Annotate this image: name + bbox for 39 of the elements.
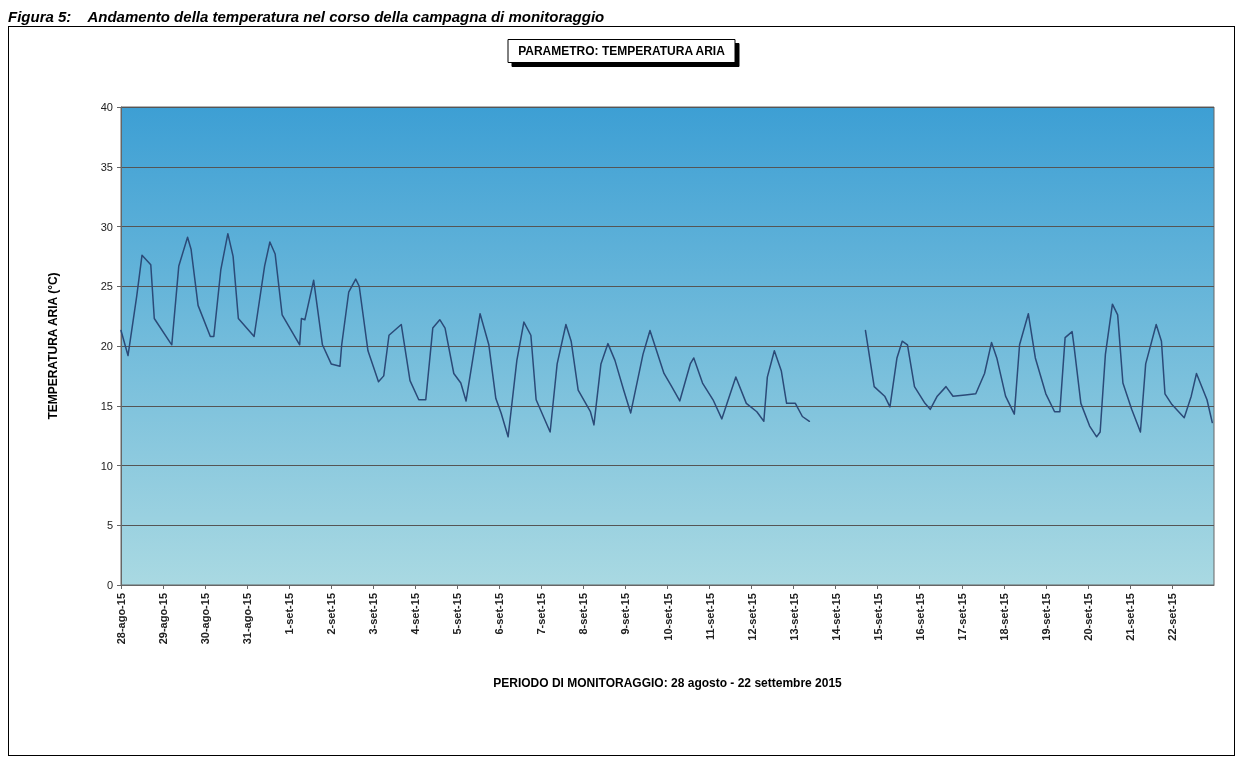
y-tick-label: 5	[106, 519, 113, 532]
y-tick-label: 0	[106, 579, 113, 591]
x-tick-label: 8-set-15	[577, 593, 590, 635]
y-tick-label: 35	[100, 160, 113, 173]
x-tick-label: 20-set-15	[1081, 593, 1094, 641]
y-tick-label: 10	[100, 459, 113, 472]
x-tick-label: 17-set-15	[955, 593, 968, 641]
x-tick-label: 3-set-15	[367, 593, 380, 635]
y-tick-label: 40	[100, 101, 113, 113]
x-tick-label: 13-set-15	[787, 593, 800, 641]
x-tick-label: 1-set-15	[283, 593, 296, 635]
x-tick-label: 18-set-15	[997, 593, 1010, 641]
x-tick-label: 15-set-15	[871, 593, 884, 641]
x-tick-label: 9-set-15	[619, 593, 632, 635]
x-tick-label: 29-ago-15	[157, 593, 170, 645]
x-tick-label: 16-set-15	[913, 593, 926, 641]
x-tick-label: 11-set-15	[703, 593, 716, 641]
x-tick-label: 28-ago-15	[115, 593, 127, 645]
x-tick-label: 5-set-15	[451, 593, 464, 635]
y-axis-title: TEMPERATURA ARIA (°C)	[46, 272, 60, 420]
x-tick-label: 2-set-15	[325, 593, 338, 635]
chart-subtitle: Figura 5: Andamento della temperatura nel corso della campagna di monitoraggio	[8, 8, 606, 26]
x-tick-label: 14-set-15	[829, 593, 842, 641]
y-tick-label: 25	[100, 280, 113, 293]
x-tick-label: 4-set-15	[409, 593, 422, 635]
y-tick-label: 30	[100, 220, 113, 233]
x-tick-label: 12-set-15	[745, 593, 758, 641]
x-tick-label: 19-set-15	[1039, 593, 1052, 641]
x-axis-title: PERIODO DI MONITORAGGIO: 28 agosto - 22 settembre 2015	[493, 676, 843, 690]
y-tick-label: 20	[100, 340, 113, 352]
x-tick-label: 31-ago-15	[241, 593, 254, 645]
x-tick-label: 10-set-15	[661, 593, 674, 641]
x-tick-label: 6-set-15	[493, 593, 506, 635]
x-tick-label: 7-set-15	[535, 593, 548, 635]
y-tick-label: 15	[100, 399, 113, 412]
x-tick-label: 22-set-15	[1165, 593, 1178, 641]
x-tick-label: 30-ago-15	[199, 593, 212, 645]
x-tick-label: 21-set-15	[1123, 593, 1136, 641]
chart-title: PARAMETRO: TEMPERATURA ARIA	[518, 44, 726, 58]
